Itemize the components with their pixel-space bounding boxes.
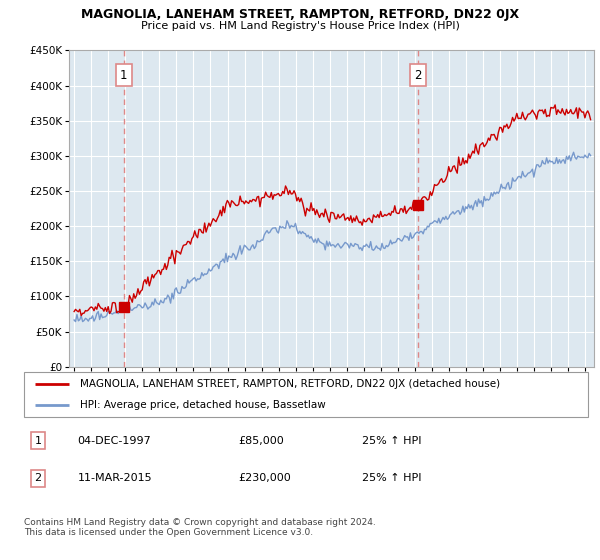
Text: 2: 2 [35, 473, 41, 483]
Text: 25% ↑ HPI: 25% ↑ HPI [362, 473, 422, 483]
Text: Price paid vs. HM Land Registry's House Price Index (HPI): Price paid vs. HM Land Registry's House … [140, 21, 460, 31]
Text: £230,000: £230,000 [238, 473, 291, 483]
Text: £85,000: £85,000 [238, 436, 284, 446]
Text: 1: 1 [120, 68, 128, 82]
Text: 11-MAR-2015: 11-MAR-2015 [77, 473, 152, 483]
Text: HPI: Average price, detached house, Bassetlaw: HPI: Average price, detached house, Bass… [80, 400, 326, 410]
Text: Contains HM Land Registry data © Crown copyright and database right 2024.
This d: Contains HM Land Registry data © Crown c… [24, 518, 376, 538]
Text: MAGNOLIA, LANEHAM STREET, RAMPTON, RETFORD, DN22 0JX: MAGNOLIA, LANEHAM STREET, RAMPTON, RETFO… [81, 8, 519, 21]
Text: 04-DEC-1997: 04-DEC-1997 [77, 436, 151, 446]
Text: 1: 1 [35, 436, 41, 446]
Text: 25% ↑ HPI: 25% ↑ HPI [362, 436, 422, 446]
Text: 2: 2 [415, 68, 422, 82]
Text: MAGNOLIA, LANEHAM STREET, RAMPTON, RETFORD, DN22 0JX (detached house): MAGNOLIA, LANEHAM STREET, RAMPTON, RETFO… [80, 380, 500, 390]
